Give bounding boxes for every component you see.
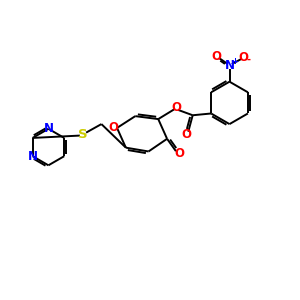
Text: O: O	[171, 101, 181, 114]
Text: O: O	[174, 147, 184, 160]
Text: -: -	[247, 55, 251, 64]
Text: O: O	[212, 50, 222, 63]
Text: S: S	[78, 128, 88, 141]
Text: O: O	[238, 51, 249, 64]
Text: N: N	[28, 150, 38, 163]
Text: O: O	[108, 122, 118, 134]
Text: O: O	[181, 128, 191, 141]
Text: N: N	[44, 122, 53, 135]
Text: N: N	[224, 59, 235, 72]
Text: +: +	[231, 57, 238, 66]
